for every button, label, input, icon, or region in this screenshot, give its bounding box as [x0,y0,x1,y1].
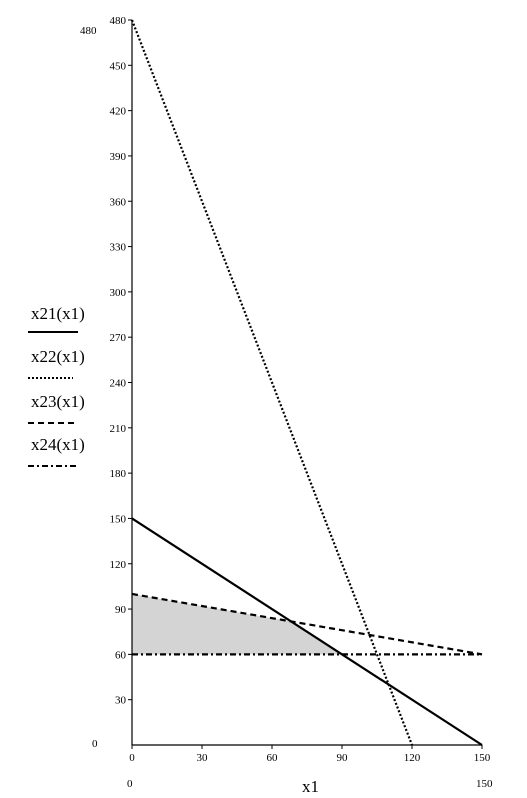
y-axis-min-label: 0 [92,738,98,750]
x-tick-label: 150 [474,752,491,764]
x-axis-min-label: 0 [127,778,133,790]
y-tick-label: 120 [110,559,127,571]
x-tick-label: 30 [197,752,209,764]
shaded-feasible-region-layer [132,593,342,655]
shaded-feasible-region [132,593,342,655]
legend-label-x24: x24(x1) [31,435,85,454]
series-line-3 [131,592,483,656]
y-tick-label: 330 [110,242,127,254]
y-tick-label: 420 [110,106,127,118]
legend-label-x22: x22(x1) [31,347,85,366]
tick-labels: 3060901201501802102402703003303603904204… [110,15,491,764]
axes [128,19,483,749]
y-tick-label: 150 [110,513,127,525]
x-tick-label: 0 [129,752,135,764]
x-axis-title: x1 [302,777,319,796]
y-axis-max-label: 480 [80,25,97,37]
y-tick-label: 450 [110,60,127,72]
x-axis-max-label: 150 [476,778,493,790]
series-line-1 [131,517,483,746]
y-tick-label: 180 [110,468,127,480]
y-tick-label: 30 [115,695,127,707]
y-tick-label: 270 [110,332,127,344]
x-tick-label: 60 [267,752,279,764]
legend-label-x21: x21(x1) [31,304,85,323]
y-tick-label: 300 [110,287,127,299]
legend-label-x23: x23(x1) [31,392,85,411]
series-line-2 [130,19,414,746]
y-tick-label: 240 [110,378,127,390]
series-lines [130,19,483,746]
y-tick-label: 60 [115,649,127,661]
legend: x21(x1) x22(x1) x23(x1) x24(x1) [28,304,85,467]
y-tick-label: 390 [110,151,127,163]
y-tick-label: 90 [115,604,127,616]
x-tick-label: 90 [337,752,349,764]
y-tick-label: 480 [110,15,127,27]
y-tick-label: 210 [110,423,127,435]
x-tick-label: 120 [404,752,421,764]
y-tick-label: 360 [110,196,127,208]
